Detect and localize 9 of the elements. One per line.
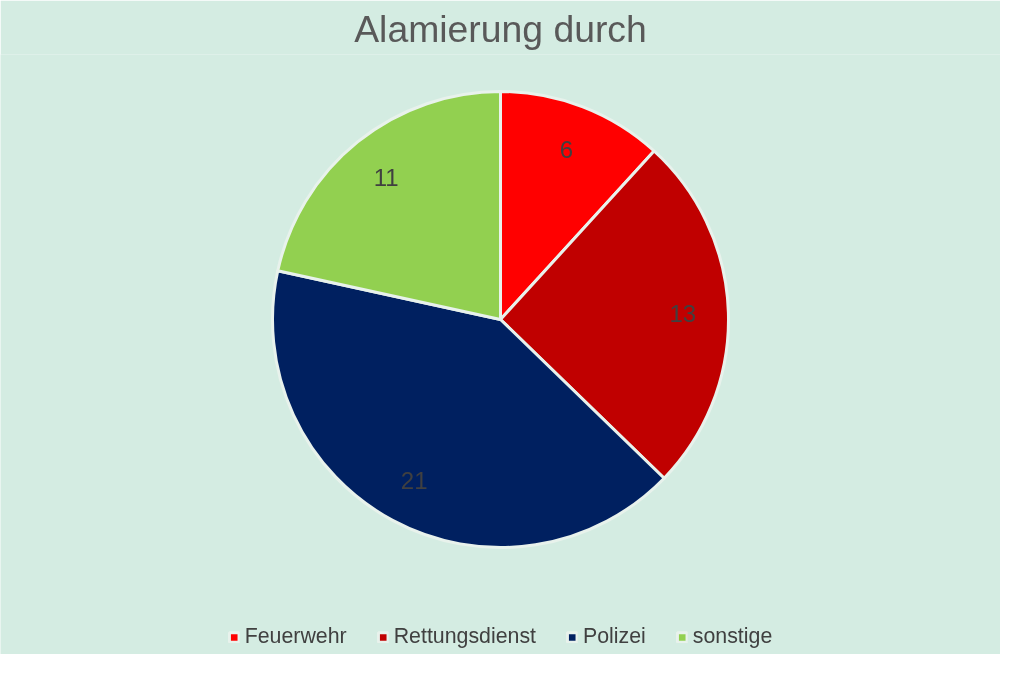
chart-title: Alamierung durch — [354, 7, 647, 50]
data-label: 13 — [669, 300, 697, 328]
legend-label: Rettungsdienst — [393, 624, 536, 649]
legend-label: sonstige — [692, 624, 773, 649]
legend-label: Feuerwehr — [244, 624, 347, 649]
data-label: 6 — [559, 135, 574, 163]
legend-label: Polizei — [582, 624, 646, 649]
data-label: 11 — [373, 163, 399, 191]
data-label: 21 — [400, 466, 428, 494]
